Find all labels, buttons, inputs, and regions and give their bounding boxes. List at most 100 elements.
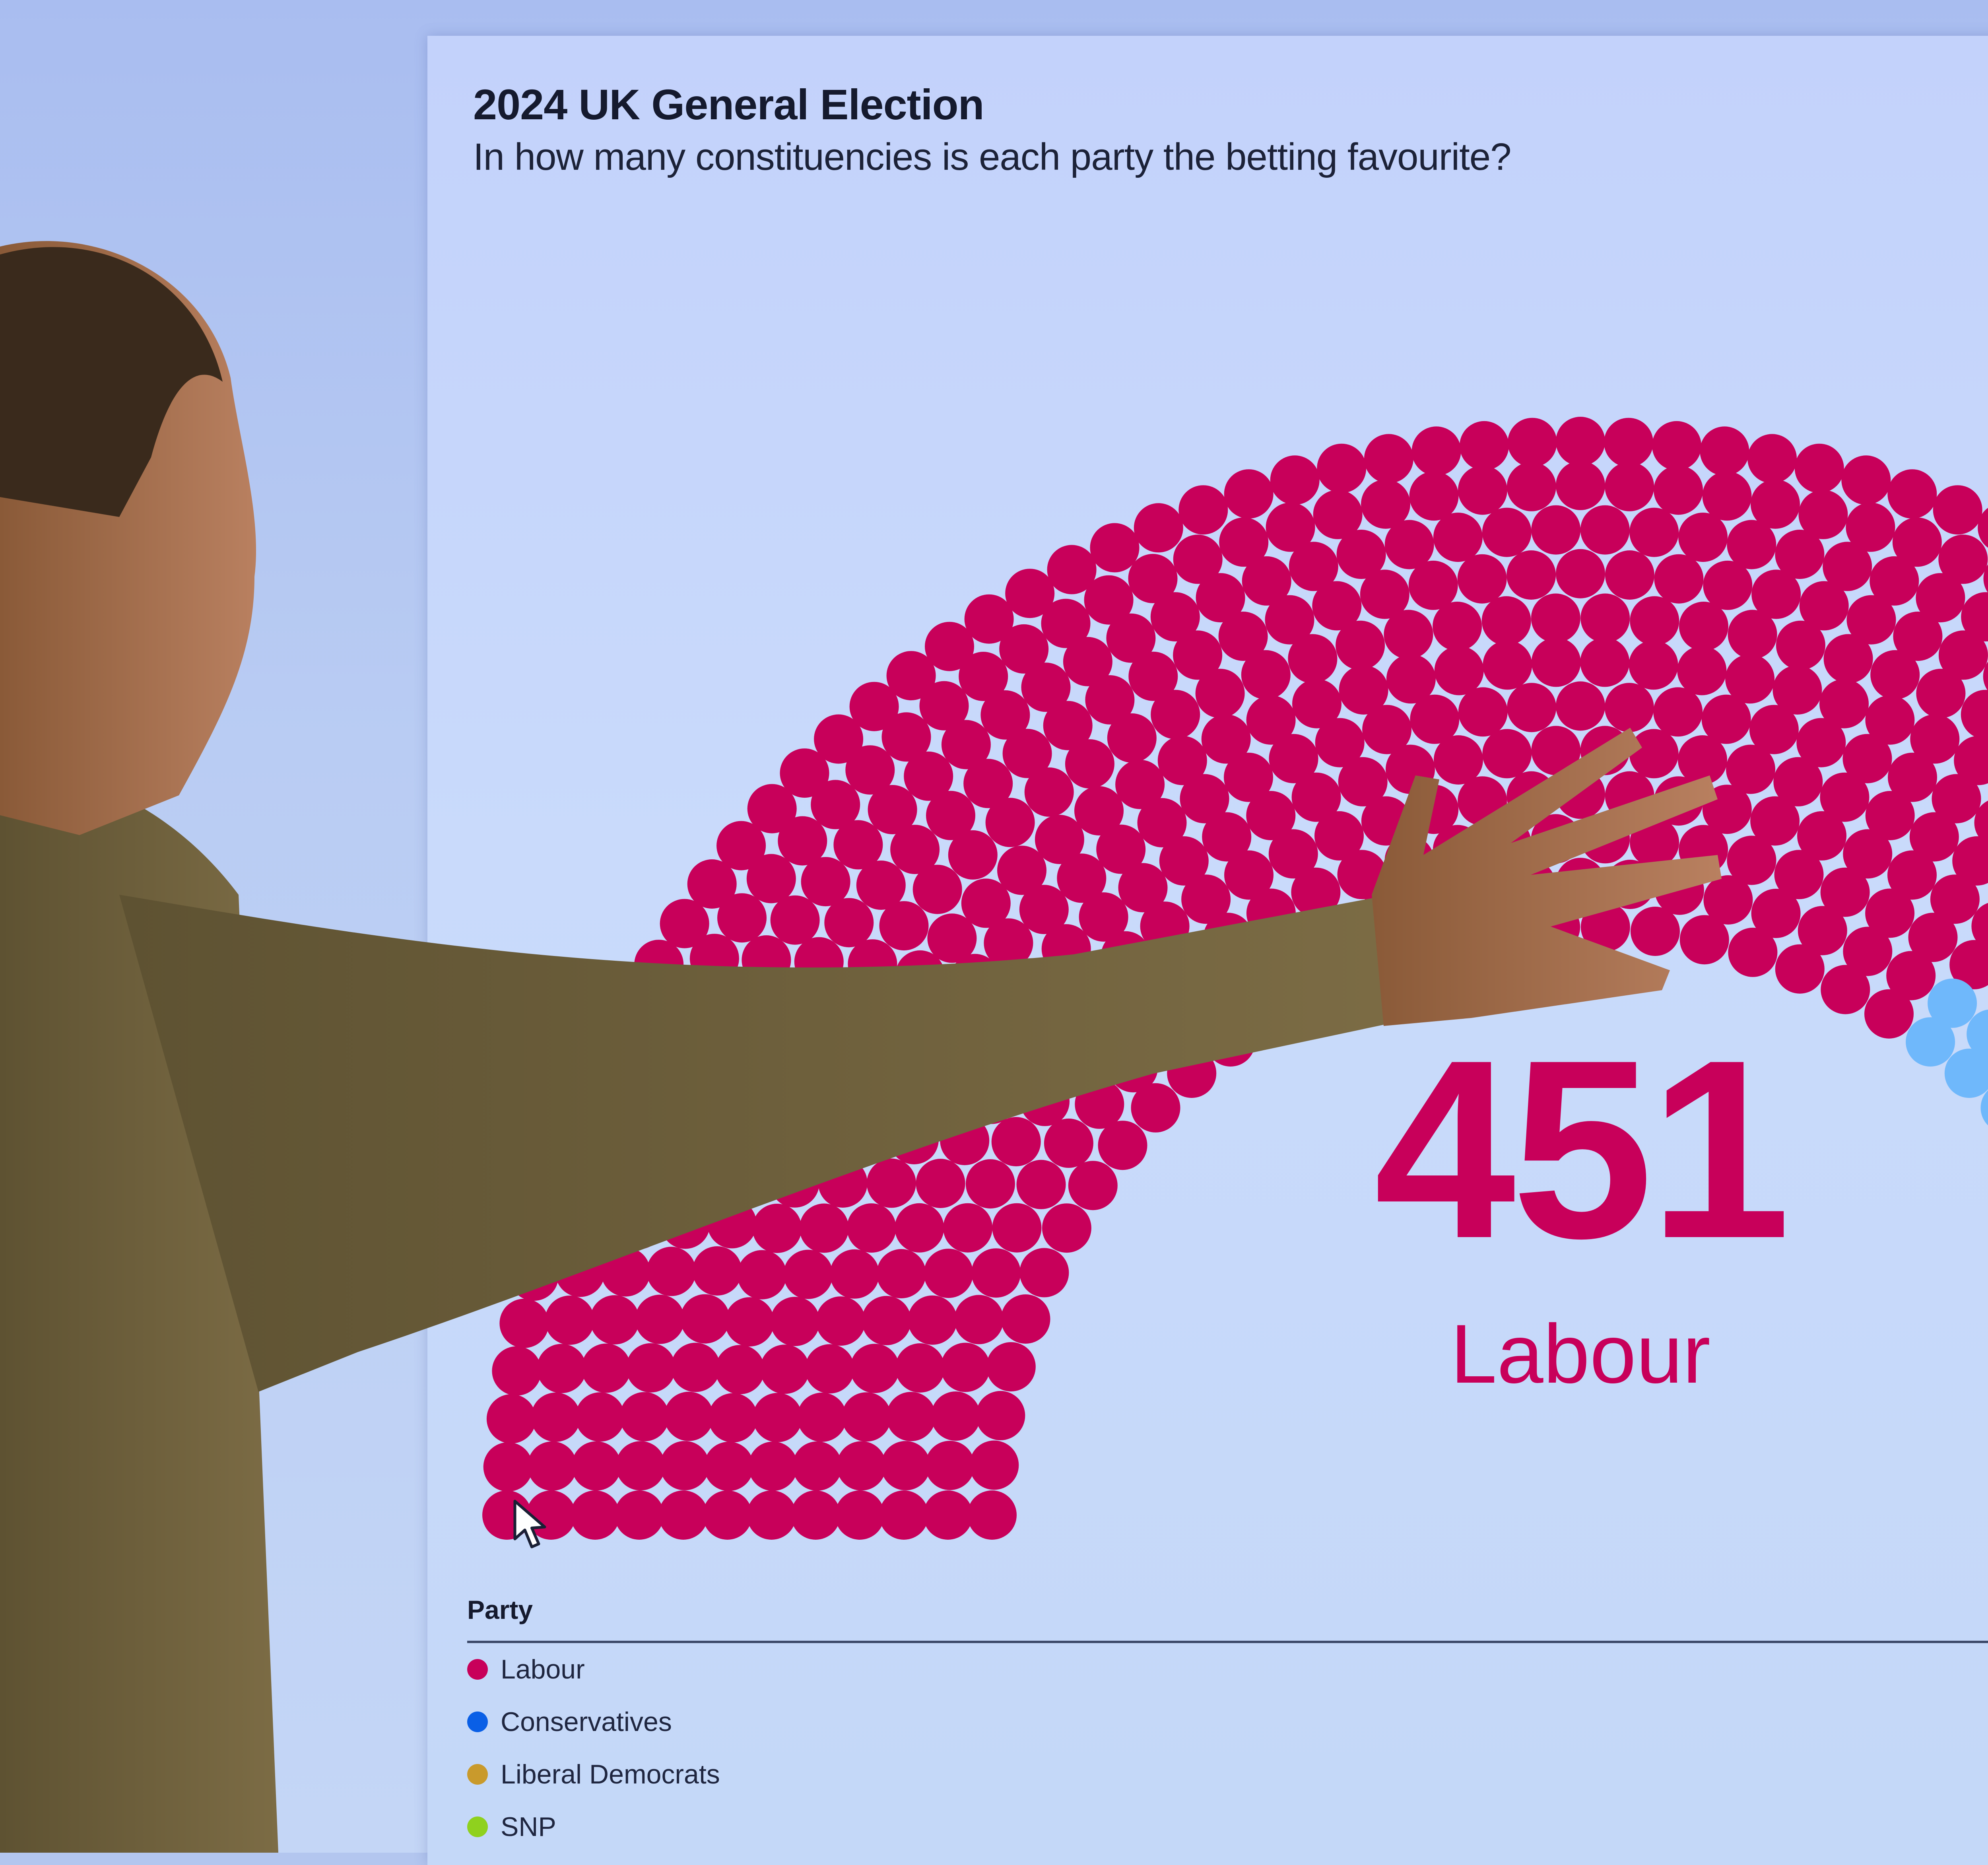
seat-dot[interactable] <box>800 1204 849 1253</box>
seat-dot[interactable] <box>992 1203 1042 1253</box>
seat-dot[interactable] <box>760 1344 810 1394</box>
seat-dot[interactable] <box>1042 1203 1091 1253</box>
seat-dot[interactable] <box>528 1441 577 1491</box>
seat-dot[interactable] <box>1017 1160 1066 1209</box>
seat-dot[interactable] <box>1819 679 1869 729</box>
seat-dot[interactable] <box>943 1033 992 1082</box>
seat-dot[interactable] <box>1507 683 1556 732</box>
seat-dot[interactable] <box>1580 637 1629 687</box>
seat-dot[interactable] <box>616 1441 665 1490</box>
seat-dot[interactable] <box>1178 485 1228 534</box>
seat-dot[interactable] <box>664 1392 713 1441</box>
seat-dot[interactable] <box>551 1113 600 1162</box>
seat-dot[interactable] <box>920 681 969 730</box>
seat-dot[interactable] <box>590 1295 639 1344</box>
seat-dot[interactable] <box>771 1297 820 1346</box>
seat-dot[interactable] <box>895 1203 944 1253</box>
seat-dot[interactable] <box>797 1393 846 1442</box>
seat-dot[interactable] <box>1020 1077 1070 1126</box>
seat-dot[interactable] <box>1458 554 1507 604</box>
seat-dot[interactable] <box>877 1249 926 1298</box>
seat-dot[interactable] <box>790 1114 840 1163</box>
seat-dot[interactable] <box>693 1246 742 1296</box>
legend-row-labour[interactable]: Labour 451 <box>467 1643 1988 1696</box>
seat-dot[interactable] <box>879 1490 928 1540</box>
seat-dot[interactable] <box>1531 505 1580 555</box>
seat-dot[interactable] <box>889 1115 939 1164</box>
seat-dot[interactable] <box>895 1343 945 1393</box>
seat-dot[interactable] <box>492 1346 541 1396</box>
seat-dot[interactable] <box>1938 534 1988 584</box>
seat-dot[interactable] <box>864 1072 913 1121</box>
seat-dot[interactable] <box>1556 417 1605 466</box>
seat-dot[interactable] <box>1460 421 1509 470</box>
seat-dot[interactable] <box>1606 860 1655 909</box>
seat-dot[interactable] <box>925 1441 975 1490</box>
seat-dot[interactable] <box>770 1158 819 1208</box>
seat-dot[interactable] <box>923 1490 973 1540</box>
seat-dot[interactable] <box>1887 469 1937 519</box>
seat-dot[interactable] <box>818 1158 868 1208</box>
seat-dot[interactable] <box>1507 462 1556 511</box>
seat-dot[interactable] <box>971 1248 1021 1298</box>
seat-dot[interactable] <box>1751 480 1800 529</box>
seat-dot[interactable] <box>1933 485 1982 534</box>
seat-dot[interactable] <box>1531 814 1580 863</box>
seat-dot[interactable] <box>646 1247 696 1296</box>
seat-dot[interactable] <box>941 1343 990 1392</box>
seat-dot[interactable] <box>741 1020 790 1069</box>
seat-dot[interactable] <box>1581 902 1630 952</box>
seat-dot[interactable] <box>1531 726 1580 775</box>
seat-dot[interactable] <box>715 977 764 1026</box>
seat-dot[interactable] <box>748 1441 798 1491</box>
seat-dot[interactable] <box>1482 729 1532 778</box>
seat-dot[interactable] <box>792 1441 842 1491</box>
seat-dot[interactable] <box>610 982 660 1031</box>
seat-dot[interactable] <box>680 1294 730 1344</box>
seat-dot[interactable] <box>916 1159 965 1208</box>
seat-dot[interactable] <box>1605 550 1654 600</box>
seat-dot[interactable] <box>813 1071 862 1120</box>
seat-dot[interactable] <box>483 1442 533 1492</box>
seat-dot[interactable] <box>1001 1294 1050 1344</box>
seat-dot[interactable] <box>976 1391 1025 1440</box>
seat-dot[interactable] <box>1910 714 1959 763</box>
seat-dot[interactable] <box>767 1063 816 1113</box>
seat-dot[interactable] <box>847 1203 896 1253</box>
seat-dot[interactable] <box>571 1490 620 1540</box>
seat-dot[interactable] <box>1409 561 1458 610</box>
seat-dot[interactable] <box>890 1031 940 1080</box>
seat-dot[interactable] <box>771 896 820 945</box>
seat-dot[interactable] <box>992 1117 1041 1166</box>
seat-dot[interactable] <box>487 1394 536 1443</box>
seat-dot[interactable] <box>725 1153 774 1202</box>
seat-dot[interactable] <box>707 1199 757 1248</box>
seat-dot[interactable] <box>866 989 915 1038</box>
seat-dot[interactable] <box>1556 858 1605 907</box>
seat-dot[interactable] <box>1630 596 1679 645</box>
seat-dot[interactable] <box>1506 860 1555 909</box>
seat-dot[interactable] <box>1532 637 1581 687</box>
seat-dot[interactable] <box>1725 654 1774 703</box>
seat-dot[interactable] <box>1605 771 1654 821</box>
seat-dot[interactable] <box>1224 469 1274 519</box>
legend-row-conservatives[interactable]: Conservatives 91 <box>467 1696 1988 1748</box>
seat-dot[interactable] <box>747 1490 796 1540</box>
seat-dot[interactable] <box>1090 523 1140 572</box>
seat-dot[interactable] <box>1457 866 1506 915</box>
seat-dot[interactable] <box>1629 640 1678 690</box>
seat-dot[interactable] <box>1773 665 1822 715</box>
seat-dot[interactable] <box>601 1247 650 1297</box>
seat-dot[interactable] <box>1605 462 1654 511</box>
seat-dot[interactable] <box>1035 815 1084 864</box>
seat-dot[interactable] <box>1747 434 1797 483</box>
seat-dot[interactable] <box>867 1158 916 1208</box>
seat-dot[interactable] <box>521 1205 570 1254</box>
seat-dot[interactable] <box>1703 471 1752 521</box>
seat-dot[interactable] <box>614 1200 664 1249</box>
seat-dot[interactable] <box>619 1063 669 1112</box>
seat-dot[interactable] <box>845 745 895 795</box>
seat-dot[interactable] <box>1654 554 1703 604</box>
seat-dot[interactable] <box>753 1393 802 1442</box>
seat-dot[interactable] <box>725 1297 774 1346</box>
